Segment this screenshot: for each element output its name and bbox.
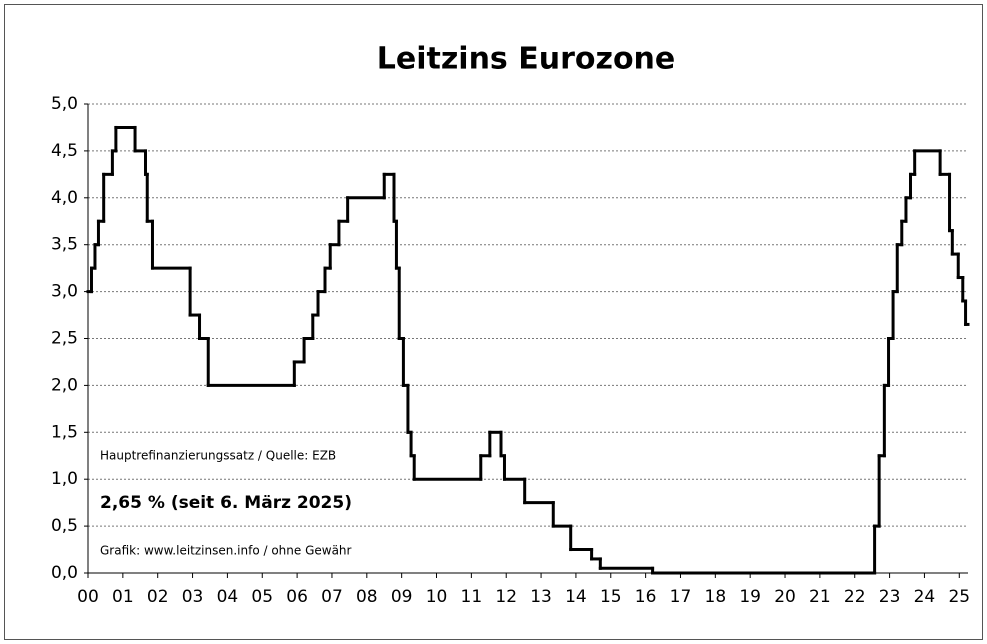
x-tick-label: 01 bbox=[112, 587, 134, 607]
annotation: Hauptrefinanzierungssatz / Quelle: EZB bbox=[100, 449, 336, 463]
x-tick-label: 22 bbox=[844, 587, 866, 607]
y-tick-label: 4,5 bbox=[51, 141, 78, 161]
x-tick-label: 13 bbox=[530, 587, 552, 607]
annotation: 2,65 % (seit 6. März 2025) bbox=[100, 493, 352, 513]
y-tick-label: 2,0 bbox=[51, 375, 78, 395]
x-tick-label: 06 bbox=[286, 587, 308, 607]
chart-title: Leitzins Eurozone bbox=[377, 42, 676, 77]
x-tick-label: 05 bbox=[251, 587, 273, 607]
y-tick-label: 0,0 bbox=[51, 563, 78, 583]
x-tick-label: 00 bbox=[77, 587, 99, 607]
x-tick-label: 17 bbox=[670, 587, 692, 607]
x-tick-label: 08 bbox=[356, 587, 378, 607]
x-tick-label: 20 bbox=[774, 587, 796, 607]
chart-border bbox=[4, 4, 983, 640]
x-tick-label: 25 bbox=[948, 587, 970, 607]
y-tick-label: 1,0 bbox=[51, 469, 78, 489]
y-tick-label: 3,5 bbox=[51, 235, 78, 255]
y-tick-label: 3,0 bbox=[51, 282, 78, 302]
x-tick-label: 15 bbox=[600, 587, 622, 607]
x-tick-label: 14 bbox=[565, 587, 587, 607]
x-tick-label: 24 bbox=[914, 587, 936, 607]
x-tick-label: 12 bbox=[495, 587, 517, 607]
y-tick-label: 0,5 bbox=[51, 516, 78, 536]
x-tick-label: 11 bbox=[461, 587, 483, 607]
x-tick-label: 09 bbox=[391, 587, 413, 607]
y-tick-label: 1,5 bbox=[51, 422, 78, 442]
x-tick-label: 04 bbox=[217, 587, 239, 607]
y-tick-label: 5,0 bbox=[51, 94, 78, 114]
x-tick-label: 07 bbox=[321, 587, 343, 607]
x-tick-label: 19 bbox=[739, 587, 761, 607]
y-tick-label: 4,0 bbox=[51, 188, 78, 208]
y-tick-label: 2,5 bbox=[51, 329, 78, 349]
x-tick-label: 18 bbox=[705, 587, 727, 607]
x-tick-label: 23 bbox=[879, 587, 901, 607]
x-tick-label: 03 bbox=[182, 587, 204, 607]
x-tick-label: 16 bbox=[635, 587, 657, 607]
annotation: Grafik: www.leitzinsen.info / ohne Gewäh… bbox=[100, 544, 352, 558]
x-tick-label: 21 bbox=[809, 587, 831, 607]
x-tick-label: 10 bbox=[426, 587, 448, 607]
x-tick-label: 02 bbox=[147, 587, 169, 607]
